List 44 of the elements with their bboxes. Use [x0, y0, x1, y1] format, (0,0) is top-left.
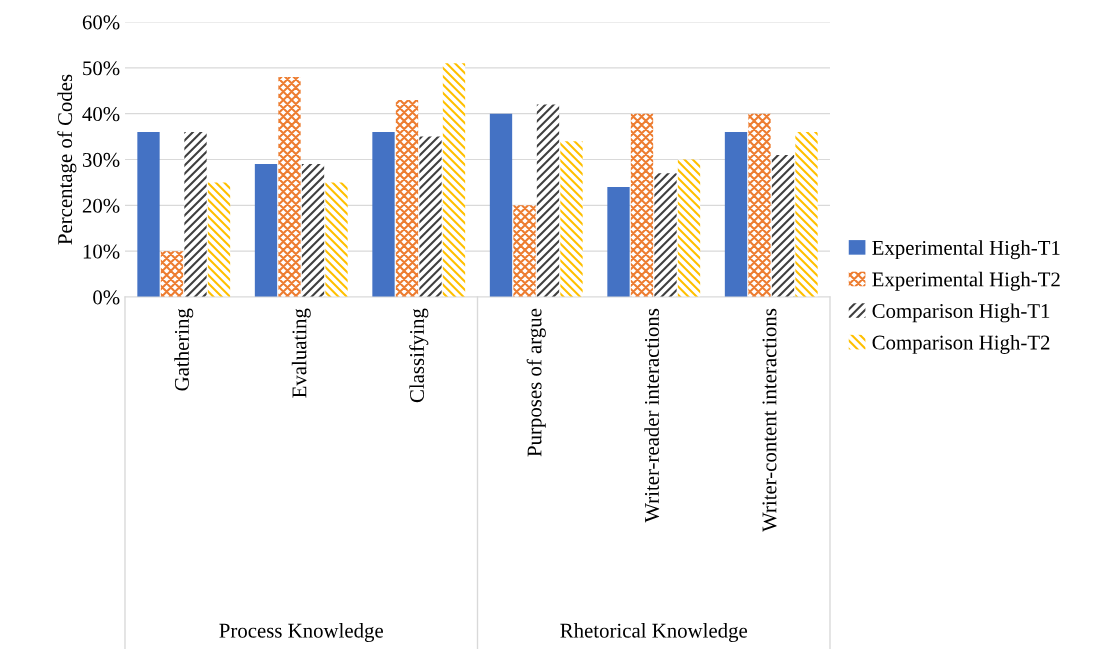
bar — [442, 63, 466, 297]
bar — [254, 164, 278, 297]
bar — [278, 77, 301, 297]
bar — [160, 251, 184, 297]
bar — [560, 141, 583, 297]
legend-label: Comparison High-T2 — [872, 334, 1050, 354]
bar — [771, 154, 795, 297]
x-tick-label: Purposes of argue — [526, 308, 546, 457]
bar — [301, 164, 325, 297]
x-tick-label: Writer-content interactions — [762, 308, 777, 532]
bar — [184, 132, 207, 297]
x-tick-label: Evaluating — [291, 308, 311, 398]
bar — [489, 113, 513, 297]
bar — [372, 132, 395, 297]
y-tick-label: 30% — [82, 152, 120, 167]
y-tick-label: 40% — [82, 107, 120, 122]
text: Process Knowledge — [219, 623, 383, 642]
y-axis-title: Percentage of Codes — [57, 74, 77, 245]
bar — [513, 205, 536, 297]
y-tick-label: 50% — [83, 61, 120, 76]
bar — [748, 113, 771, 297]
y-tick-label: 20% — [82, 198, 120, 213]
bar — [630, 113, 654, 297]
bar — [207, 182, 231, 297]
x-tick-label: Classifying — [409, 308, 429, 403]
x-tick-label: Gathering — [174, 308, 194, 391]
bar — [654, 173, 677, 297]
bar — [395, 99, 419, 297]
bar — [325, 182, 348, 297]
bar — [607, 187, 630, 297]
legend-label: Experimental High-T1 — [872, 240, 1060, 260]
bar — [677, 159, 701, 297]
y-tick-label: 0% — [93, 290, 120, 305]
x-tick-label: Writer-reader interactions — [644, 308, 660, 523]
text: Rhetorical Knowledge — [560, 623, 748, 642]
y-tick-label: 60% — [82, 15, 120, 30]
legend-label: Experimental High-T2 — [872, 271, 1060, 291]
legend-label: Comparison High-T1 — [872, 303, 1050, 323]
bar — [536, 104, 560, 297]
bar — [137, 132, 160, 297]
bar — [795, 132, 818, 297]
bar — [419, 136, 442, 297]
bar — [724, 132, 748, 297]
y-tick-label: 10% — [83, 244, 120, 259]
